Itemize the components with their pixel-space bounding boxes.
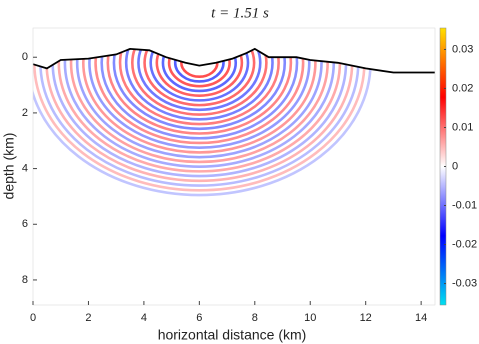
colorbar-tick-label: -0.02	[452, 238, 477, 250]
wave-front	[118, 48, 280, 126]
y-tick-label: 6	[22, 218, 28, 230]
wave-front	[149, 48, 250, 102]
wave-front	[155, 48, 244, 97]
x-tick-label: 0	[30, 312, 36, 324]
colorbar-tick-label: 0.01	[452, 121, 473, 133]
x-tick-label: 14	[415, 312, 427, 324]
x-tick-label: 6	[196, 312, 202, 324]
wave-front	[137, 48, 262, 112]
wave-front	[81, 48, 317, 154]
wave-front	[161, 48, 238, 93]
x-tick-label: 4	[141, 312, 147, 324]
wave-front	[69, 48, 329, 164]
wave-front	[106, 48, 293, 135]
colorbar-tick-label: -0.01	[452, 199, 477, 211]
colorbar-tick-label: -0.03	[452, 277, 477, 289]
x-tick-label: 2	[85, 312, 91, 324]
wave-front	[131, 48, 268, 116]
chart-title: t = 1.51 s	[211, 5, 269, 21]
wave-front	[100, 48, 299, 140]
y-tick-label: 4	[22, 162, 28, 174]
wave-front	[94, 48, 305, 145]
wave-front	[75, 48, 323, 159]
x-axis-label: horizontal distance (km)	[158, 327, 307, 343]
y-axis-label: depth (km)	[1, 133, 17, 200]
topography	[32, 47, 435, 74]
wave-front	[124, 48, 274, 121]
wavefield	[33, 48, 372, 197]
wave-front	[88, 48, 311, 150]
y-tick-label: 8	[22, 274, 28, 286]
x-tick-label: 12	[360, 312, 372, 324]
y-tick-label: 2	[22, 107, 28, 119]
plot-frame	[32, 27, 436, 306]
wave-front	[112, 48, 287, 131]
colorbar-tick-label: 0.03	[452, 43, 473, 55]
wave-front	[173, 48, 225, 83]
x-tick-label: 10	[304, 312, 316, 324]
colorbar-tick-label: 0	[452, 160, 458, 172]
wave-front	[143, 48, 256, 107]
y-tick-label: 0	[22, 51, 28, 63]
x-tick-label: 8	[252, 312, 258, 324]
colorbar-tick-label: 0.02	[452, 82, 473, 94]
wave-front	[167, 48, 231, 88]
